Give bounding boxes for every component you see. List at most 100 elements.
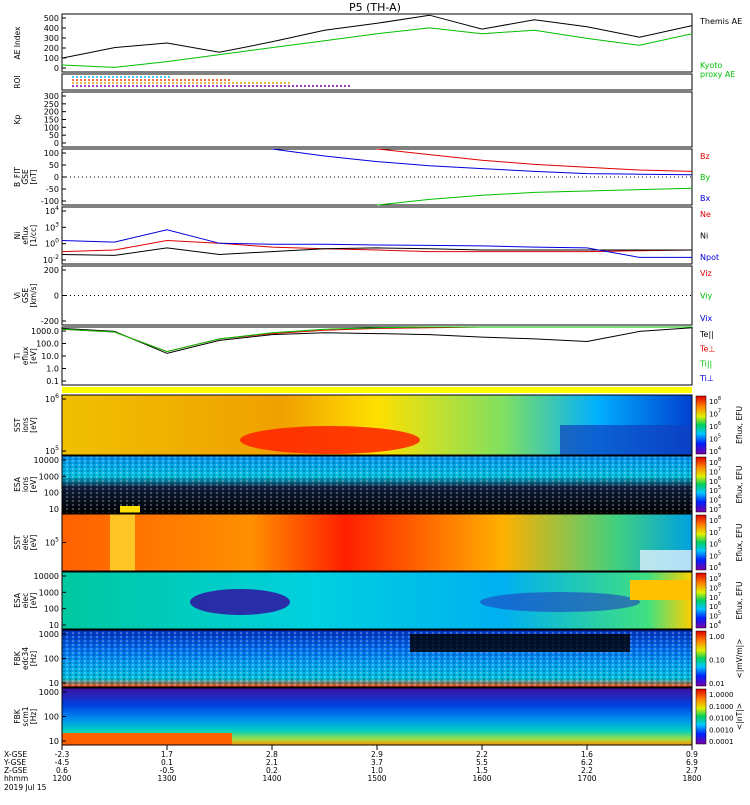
- x-tick-label-x: 2.9: [371, 750, 383, 759]
- velocity-ytick-label: -200: [41, 317, 59, 326]
- sst-elec-tail: [640, 550, 692, 571]
- ae-ylabel: AE Index: [13, 26, 22, 59]
- esa_elec-ylabel: ESA: [13, 592, 22, 608]
- kp-ytick-label: 200: [44, 108, 59, 117]
- bfield-frame: [61, 148, 693, 206]
- roi-frame: [61, 73, 693, 91]
- density-ytick-label: 10-2: [43, 254, 59, 265]
- esa_elec-ylabel: [eV]: [29, 593, 38, 609]
- fbk_scm-colorbar: [695, 688, 707, 745]
- temperature-ytick-label: 0.1: [46, 377, 59, 386]
- axis-row-label: X-GSE: [4, 750, 27, 759]
- ae-ytick-label: 300: [44, 34, 59, 43]
- bfield-ylabel: GSE: [21, 169, 30, 185]
- density-ytick-label: 103: [45, 221, 59, 232]
- esa_elec-ytick-label: 10: [49, 621, 59, 630]
- fbk_scm-colorbar-tick: 0.1000: [709, 703, 734, 711]
- esa_ion-colorbar-tick: 103: [709, 504, 721, 514]
- fbk-edc-dark: [410, 634, 630, 652]
- esa-elec-core2: [480, 592, 640, 612]
- bfield-series-By: [376, 187, 693, 206]
- x-tick-label-z: 0.6: [56, 766, 68, 775]
- esa_elec-panel: 10000 1000 100 10 ESA elec [eV] 109108107106105…: [13, 571, 744, 630]
- esa_ion-frame: [61, 455, 693, 514]
- x-tick-label-hhmm: 1800: [682, 774, 701, 783]
- fbk_edc-ylabel: FBK: [13, 650, 22, 665]
- density-frame: [61, 206, 693, 265]
- x-tick-label-z: -0.5: [160, 766, 175, 775]
- x-tick-label-hhmm: 1200: [52, 774, 71, 783]
- velocity-legend-Vix: Vix: [700, 314, 713, 323]
- fbk_scm-ylabel: FBK: [13, 708, 22, 723]
- density-legend-Ne: Ne: [700, 210, 711, 219]
- kp-ytick-label: 300: [44, 92, 59, 101]
- density-ylabel: eflux: [21, 226, 30, 245]
- ae-ytick-label: 200: [44, 44, 59, 53]
- sst_elec-ytick-label: 105: [45, 537, 59, 548]
- velocity-ylabel: Vi: [13, 292, 22, 299]
- density-ylabel: Ni: [13, 232, 22, 240]
- bfield-ytick-label: -100: [41, 197, 59, 206]
- fbk_scm-ytick-label: 1000: [39, 688, 59, 697]
- x-tick-label-y: 6.9: [686, 758, 698, 767]
- fbk_edc-colorbar-tick: 1.00: [709, 633, 725, 641]
- x-tick-label-hhmm: 1600: [472, 774, 491, 783]
- esa_elec-ytick-label: 10000: [34, 572, 59, 581]
- fbk_edc-colorbar-label: <|mV/m|>: [735, 639, 744, 679]
- fbk_scm-colorbar-label: <|nT|>: [735, 703, 744, 730]
- sst-elec-spectrogram: [62, 514, 692, 571]
- kp-frame: [61, 91, 693, 148]
- sst_ion-colorbar: [695, 395, 707, 455]
- sst_elec-colorbar-tick: 105: [709, 550, 721, 560]
- fbk_edc-panel: 1000 100 10 FBK edc34 [Hz] 1.00 0.10 0.01 <|mV/m|…: [13, 629, 744, 688]
- esa_ion-colorbar-tick: 108: [709, 457, 721, 467]
- bfield-ylabel: [nT]: [29, 169, 38, 184]
- sst_ion-colorbar-label: Eflux, EFU: [735, 406, 744, 444]
- ae-legend-Kyoto proxy AE: Kyoto: [700, 61, 722, 70]
- velocity-legend-Viz: Viz: [700, 269, 712, 278]
- x-tick-label-y: -4.5: [55, 758, 70, 767]
- bfield-legend-Bz: Bz: [700, 152, 710, 161]
- esa_ion-colorbar-tick: 105: [709, 485, 721, 495]
- fbk_scm-ylabel: [Hz]: [29, 709, 38, 725]
- velocity-ytick-label: 0: [54, 292, 59, 301]
- ae-ytick-label: 0: [54, 64, 59, 73]
- temperature-series-Te||: [61, 327, 693, 354]
- sst_elec-colorbar-tick: 106: [709, 539, 721, 549]
- bfield-ytick-label: 0: [54, 173, 59, 182]
- esa_elec-frame: [61, 571, 693, 630]
- x-tick-label-hhmm: 1400: [262, 774, 281, 783]
- sst-ion-hotspot: [240, 426, 420, 454]
- sst_elec-ylabel: SST: [13, 535, 22, 550]
- fbk-scm-bottom: [62, 733, 232, 745]
- esa_ion-colorbar: [695, 456, 707, 513]
- fbk_scm-colorbar-tick: 0.0001: [709, 738, 734, 746]
- kp-ytick-label: 100: [44, 123, 59, 132]
- esa-elec-core: [190, 589, 290, 615]
- ae-series-Themis AE: [61, 14, 693, 59]
- sst_ion-colorbar-tick: 104: [709, 446, 721, 456]
- esa_elec-colorbar-tick: 107: [709, 592, 721, 602]
- density-ytick-label: 104: [45, 205, 59, 216]
- temperature-legend-Ti||: Ti||: [699, 359, 712, 368]
- sst_elec-colorbar-tick: 104: [709, 562, 721, 572]
- esa_elec-colorbar-tick: 109: [709, 573, 721, 583]
- x-tick-label-z: 1.0: [371, 766, 383, 775]
- flag-strip: [62, 387, 692, 393]
- sst_ion-colorbar-tick: 105: [709, 434, 721, 444]
- esa_ion-colorbar-label: Eflux, EFU: [735, 466, 744, 504]
- density-ytick-label: 100: [45, 238, 59, 249]
- x-tick-label-y: 5.5: [476, 758, 488, 767]
- temperature-ylabel: eflux: [21, 346, 30, 365]
- bfield-legend-By: By: [700, 173, 710, 182]
- axis-row-label: hhmm: [4, 774, 28, 783]
- temperature-legend-Te||: Te||: [699, 330, 714, 339]
- temperature-frame: [61, 326, 693, 386]
- sst_ion-colorbar-tick: 106: [709, 421, 721, 431]
- sst_ion-ylabel: [eV]: [29, 417, 38, 433]
